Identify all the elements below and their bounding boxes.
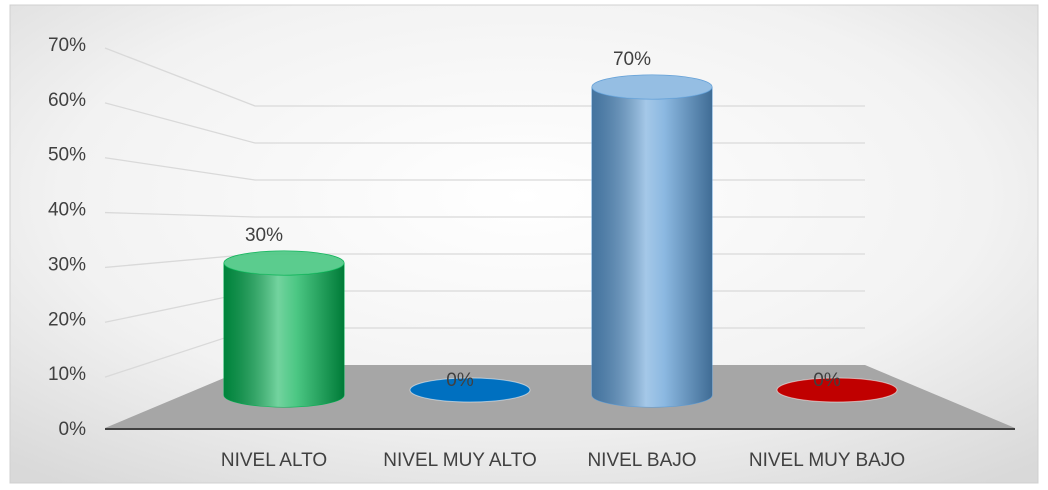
y-tick-label: 60% [48,90,86,111]
y-tick-label: 40% [48,200,86,221]
x-tick-label: NIVEL BAJO [587,450,696,471]
y-tick-label: 30% [48,254,86,275]
bar-top [591,74,713,100]
x-tick-label: NIVEL ALTO [221,450,327,471]
data-label: 30% [245,225,283,246]
y-tick-label: 0% [59,419,87,440]
bar [776,377,898,403]
bar-top [223,250,345,276]
data-label: 70% [613,49,651,70]
bar-shine [224,263,344,407]
data-label: 0% [446,370,474,391]
y-tick-label: 20% [48,309,86,330]
y-tick-label: 10% [48,364,86,385]
y-tick-label: 70% [48,35,86,56]
y-tick-label: 50% [48,145,86,166]
data-label: 0% [813,370,841,391]
x-tick-label: NIVEL MUY BAJO [749,450,905,471]
x-tick-label: NIVEL MUY ALTO [383,450,536,471]
bar [409,377,531,403]
bar-top-shine [224,251,344,275]
bar-shine [592,87,712,407]
bar-top-shine [592,75,712,99]
